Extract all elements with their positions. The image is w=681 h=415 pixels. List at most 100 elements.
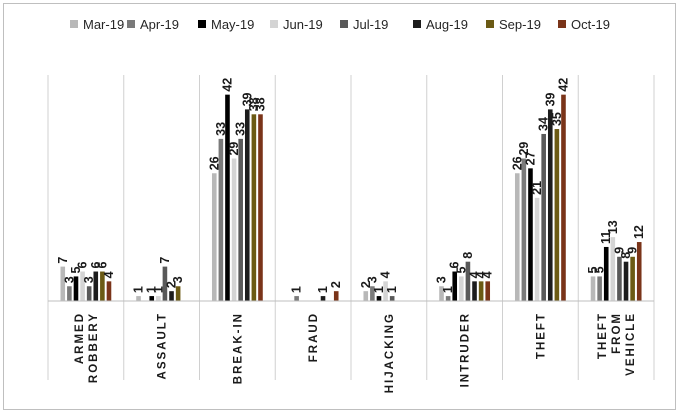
data-label: 4 [102, 271, 116, 278]
data-label: 1 [290, 286, 304, 293]
data-label: 33 [234, 122, 248, 136]
legend-item: Oct-19 [558, 14, 610, 34]
data-label: 33 [214, 122, 228, 136]
data-label: 1 [145, 286, 159, 293]
bar [630, 256, 635, 301]
bar [610, 237, 616, 301]
bar [521, 158, 527, 301]
bar [162, 266, 168, 301]
bar [333, 291, 339, 301]
data-label: 5 [586, 266, 600, 273]
data-label: 3 [171, 276, 185, 283]
category-label: THEFT [535, 312, 547, 359]
bar [597, 276, 602, 301]
bar [175, 286, 181, 301]
bar [251, 114, 257, 301]
legend-swatch [413, 20, 421, 28]
legend: Mar-19 Apr-19 May-19 Jun-19 Jul-19 Aug-19 Sep-… [0, 14, 681, 34]
bar [169, 291, 174, 301]
data-label: 35 [550, 112, 564, 126]
data-label: 9 [612, 247, 626, 254]
bar [211, 173, 217, 301]
data-label: 4 [379, 271, 393, 278]
category-label: VEHICLE [625, 312, 637, 376]
bar [67, 286, 72, 301]
data-label: 11 [599, 231, 613, 244]
bar [445, 296, 451, 301]
bar [383, 281, 388, 301]
bar [363, 291, 369, 301]
bar [106, 281, 112, 301]
bar [439, 286, 444, 301]
data-label: 8 [461, 252, 475, 259]
bar [534, 197, 540, 301]
legend-item: Apr-19 [127, 14, 179, 34]
data-label: 1 [372, 286, 386, 293]
data-label: 1 [151, 286, 165, 293]
legend-item: Mar-19 [70, 14, 124, 34]
data-label: 21 [530, 181, 544, 195]
bar [86, 286, 92, 301]
data-label: 6 [448, 262, 462, 269]
legend-item: Jun-19 [270, 14, 323, 34]
bar [541, 133, 546, 301]
category-label: THEFT [597, 312, 609, 359]
legend-label: Jun-19 [283, 16, 323, 32]
legend-item: Sep-19 [486, 14, 541, 34]
legend-item: May-19 [198, 14, 254, 34]
legend-swatch [486, 20, 494, 28]
bar [478, 281, 484, 301]
category-label: INTRUDER [460, 312, 472, 387]
legend-label: May-19 [211, 16, 255, 32]
bar [636, 242, 642, 301]
data-label: 12 [632, 225, 646, 239]
data-label: 1 [316, 286, 330, 293]
legend-label: Sep-19 [499, 16, 541, 32]
bar [258, 114, 263, 301]
data-label: 13 [606, 220, 620, 234]
bar [465, 261, 471, 301]
bar [370, 286, 375, 301]
data-label: 5 [454, 266, 468, 273]
bar [80, 271, 85, 301]
category-label: ROBBERY [88, 312, 100, 383]
category-label: ASSAULT [157, 312, 169, 379]
data-label: 2 [329, 281, 343, 288]
legend-swatch [340, 20, 348, 28]
bar [617, 256, 622, 301]
bar [590, 276, 596, 301]
bar [485, 281, 491, 301]
legend-swatch [270, 20, 278, 28]
bar [603, 246, 609, 301]
legend-swatch [127, 20, 135, 28]
category-label: FROM [611, 312, 623, 354]
bar [514, 173, 520, 301]
data-label: 7 [158, 257, 172, 264]
data-label: 4 [468, 271, 482, 278]
legend-item: Jul-19 [340, 14, 388, 34]
legend-item: Aug-19 [413, 14, 468, 34]
bar [218, 138, 224, 301]
legend-label: Jul-19 [353, 16, 389, 32]
bar [472, 281, 477, 301]
legend-label: Mar-19 [83, 16, 125, 32]
legend-label: Apr-19 [140, 16, 180, 32]
bar [459, 276, 464, 301]
bar [547, 109, 553, 302]
data-label: 4 [481, 271, 495, 278]
bar [100, 271, 105, 301]
bar [623, 261, 629, 301]
legend-label: Aug-19 [426, 16, 468, 32]
data-label: 39 [543, 92, 557, 106]
bar [93, 271, 99, 301]
data-label: 26 [510, 156, 524, 170]
bar [225, 94, 230, 301]
data-label: 27 [523, 151, 537, 165]
data-label: 39 [240, 92, 254, 106]
data-label: 1 [385, 286, 399, 293]
category-label: ARMED [74, 312, 86, 364]
bar [528, 168, 533, 301]
bar [561, 94, 566, 301]
data-label: 1 [132, 286, 146, 293]
data-label: 38 [247, 97, 261, 111]
